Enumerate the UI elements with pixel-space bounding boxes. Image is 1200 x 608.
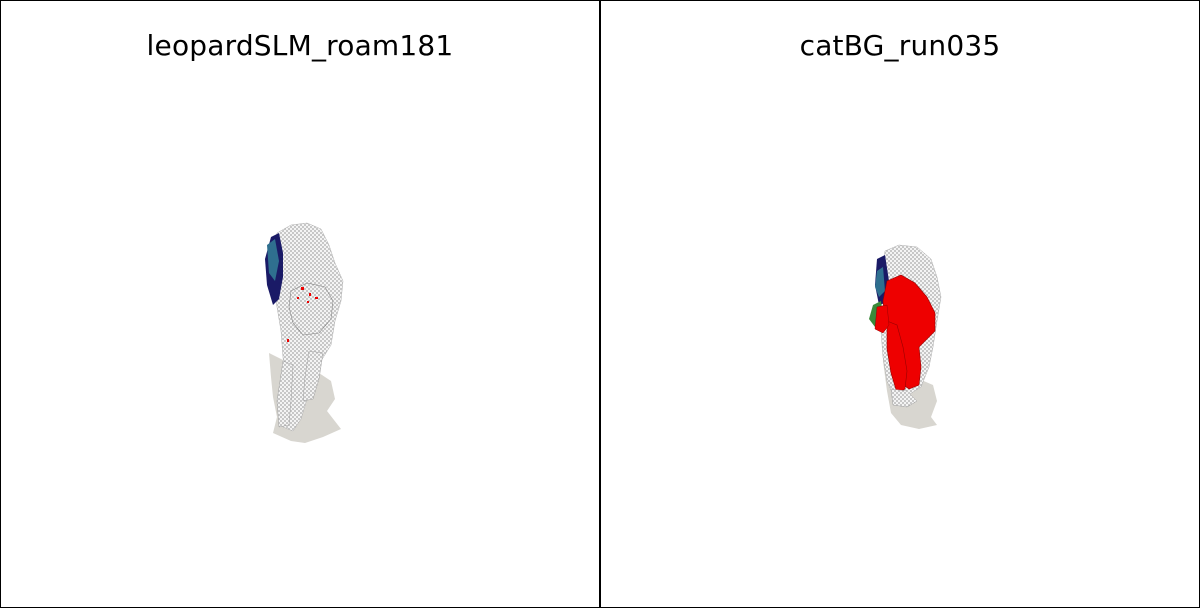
mesh-head bbox=[288, 282, 334, 336]
right-panel: catBG_run035 bbox=[600, 0, 1200, 608]
cat-mesh-render bbox=[869, 244, 942, 429]
left-panel: leopardSLM_roam181 bbox=[0, 0, 600, 608]
mesh-leg-right bbox=[302, 350, 324, 402]
segment-teal bbox=[267, 239, 279, 281]
segment-teal bbox=[875, 267, 885, 297]
mesh-feet bbox=[890, 388, 918, 408]
right-panel-title: catBG_run035 bbox=[799, 29, 1001, 62]
segment-red-speckles bbox=[287, 287, 318, 342]
left-panel-title: leopardSLM_roam181 bbox=[146, 29, 454, 62]
segment-red-leg bbox=[886, 320, 908, 394]
mesh-leg-left bbox=[276, 360, 294, 428]
segment-red-arm bbox=[874, 304, 890, 334]
leopard-mesh-render bbox=[265, 222, 344, 443]
